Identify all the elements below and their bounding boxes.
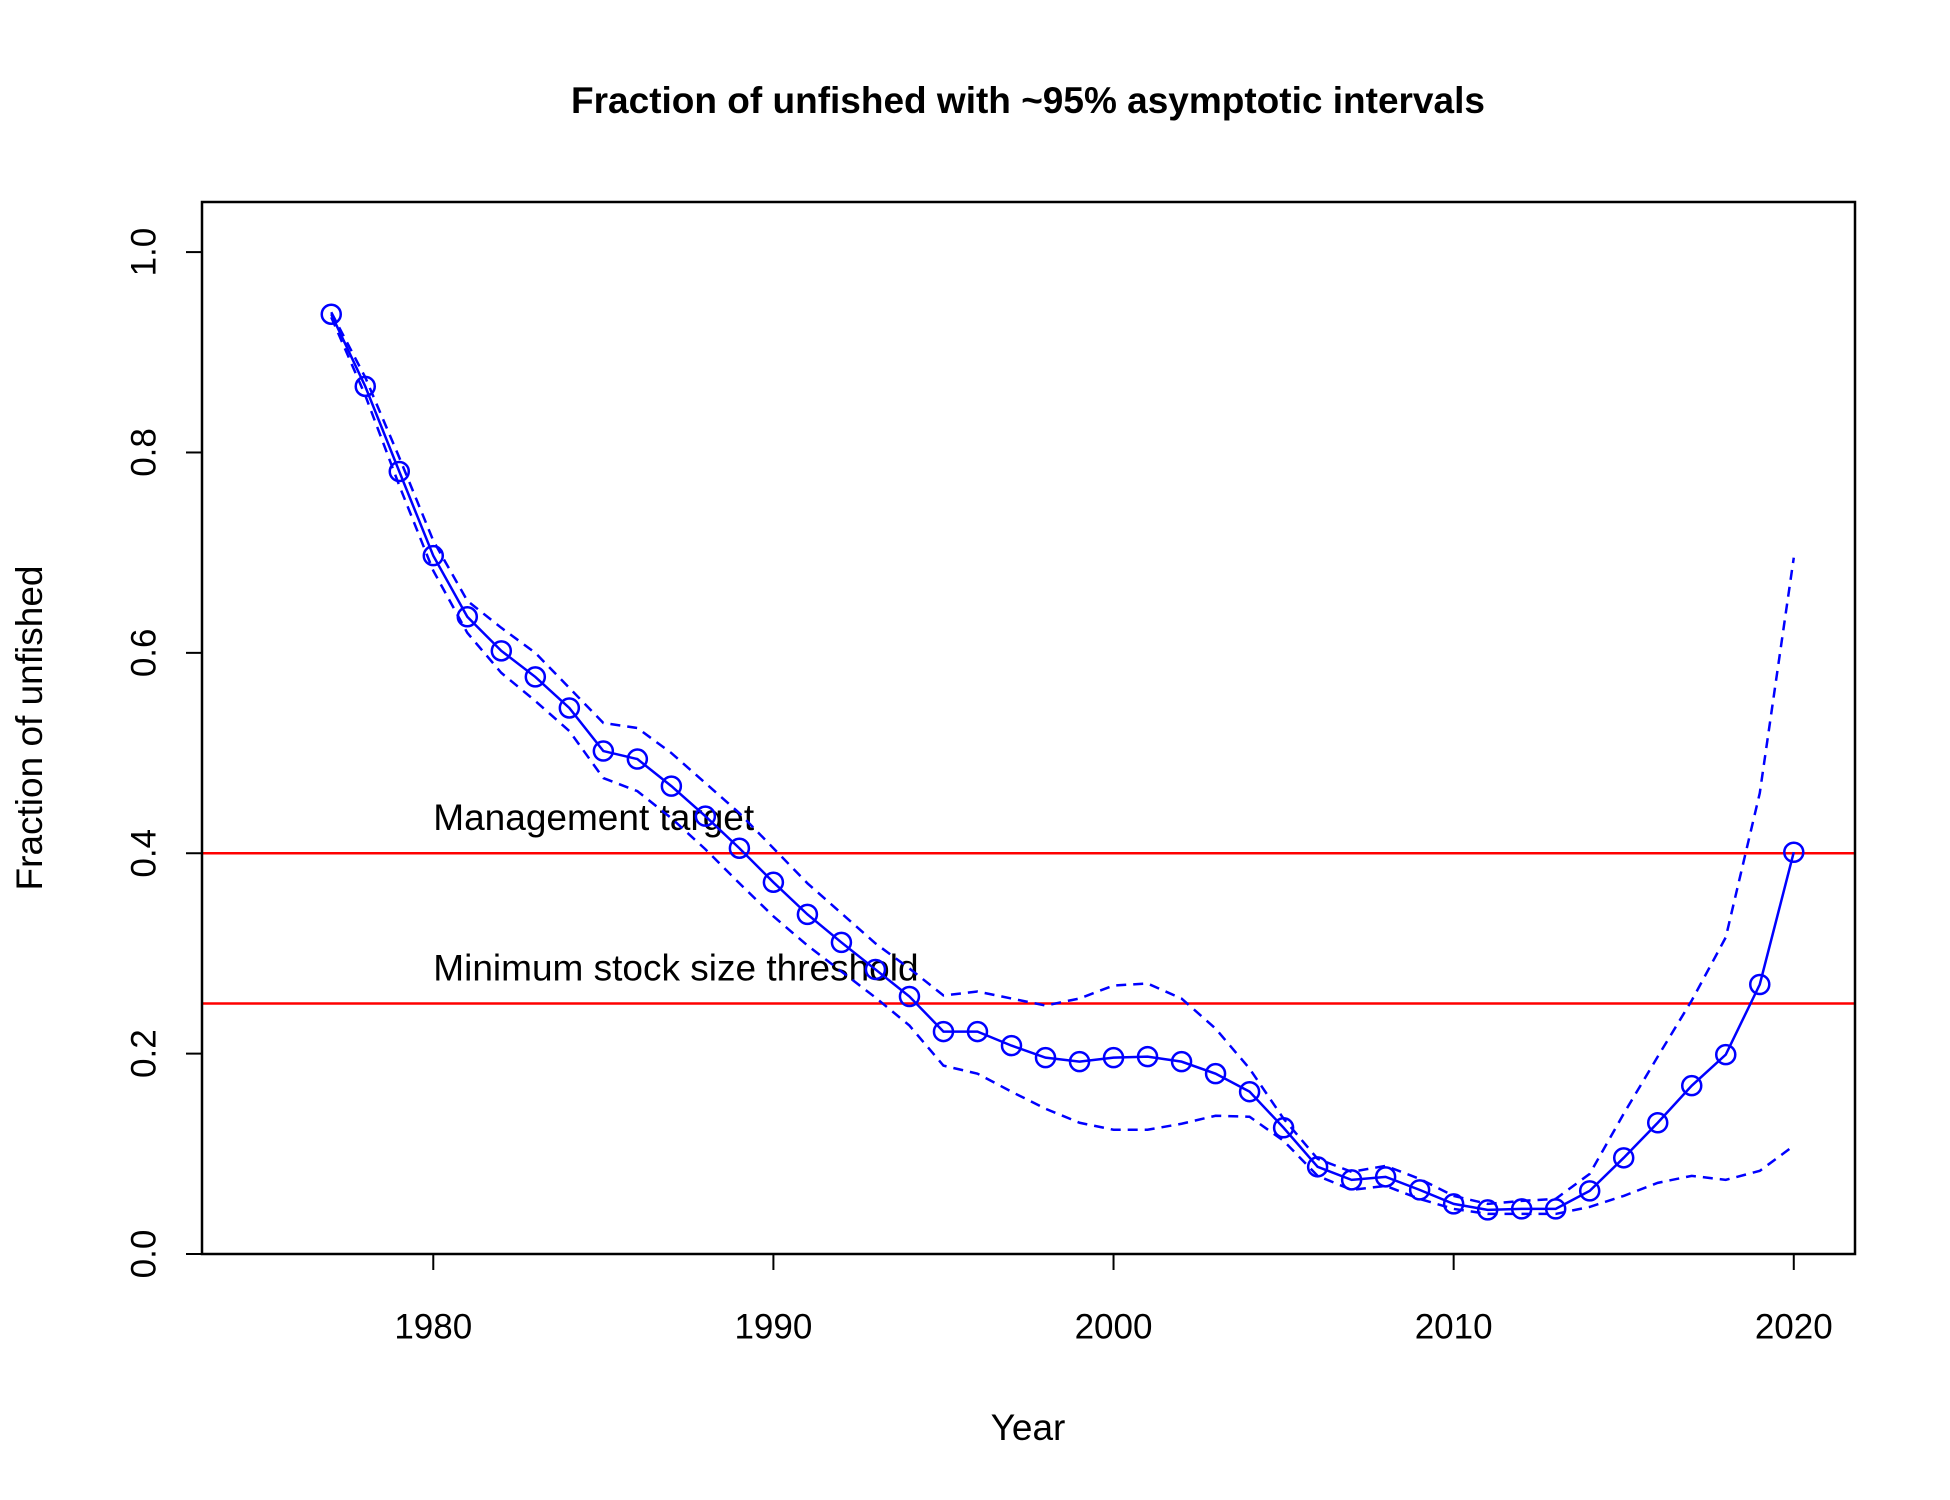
reference-label: Minimum stock size threshold	[433, 947, 918, 988]
point	[830, 931, 853, 954]
y-tick-label: 0.4	[124, 829, 163, 878]
point	[1000, 1034, 1023, 1057]
point	[864, 958, 887, 981]
point	[524, 666, 547, 688]
point	[422, 544, 445, 567]
point	[966, 1020, 989, 1043]
point	[898, 985, 921, 1008]
point	[932, 1020, 955, 1043]
x-tick-label: 1980	[394, 1307, 472, 1346]
point	[1476, 1199, 1499, 1221]
point	[1374, 1166, 1397, 1188]
point	[592, 740, 615, 762]
point	[1715, 1043, 1737, 1066]
point	[1136, 1045, 1159, 1068]
plot-frame	[200, 200, 1857, 1256]
point	[728, 837, 751, 859]
point	[490, 640, 513, 662]
point	[1749, 973, 1771, 996]
x-tick-label: 1990	[734, 1307, 812, 1346]
point	[1034, 1046, 1057, 1069]
point	[1170, 1050, 1193, 1073]
point	[1578, 1180, 1601, 1202]
point	[626, 748, 649, 770]
x-tick-label: 2010	[1415, 1307, 1493, 1346]
point	[762, 871, 785, 894]
point	[1680, 1074, 1703, 1097]
point	[1068, 1050, 1091, 1073]
y-axis-label: Fraction of unfished	[9, 566, 50, 891]
y-tick-label: 0.2	[124, 1029, 163, 1078]
point	[1238, 1080, 1261, 1103]
point	[388, 460, 411, 483]
interval-line	[330, 311, 1796, 1206]
y-tick-label: 1.0	[124, 228, 163, 277]
y-tick-label: 0.0	[124, 1230, 163, 1279]
x-tick-label: 2000	[1075, 1307, 1153, 1346]
point	[1340, 1169, 1363, 1191]
point	[660, 775, 683, 797]
x-tick-label: 2020	[1755, 1307, 1833, 1346]
point	[558, 697, 581, 719]
point	[796, 903, 819, 926]
point	[1102, 1046, 1125, 1069]
point	[1408, 1179, 1431, 1201]
point	[1510, 1198, 1533, 1220]
y-tick-label: 0.6	[124, 629, 163, 678]
y-tick-label: 0.8	[124, 428, 163, 477]
point	[694, 805, 717, 827]
chart-title: Fraction of unfished with ~95% asymptoti…	[571, 80, 1485, 121]
point	[1442, 1193, 1465, 1215]
point	[320, 303, 342, 325]
reference-label: Management target	[433, 797, 755, 838]
point	[1204, 1062, 1227, 1085]
point	[1612, 1147, 1635, 1169]
x-axis-label: Year	[991, 1407, 1066, 1448]
interval-line	[330, 316, 1795, 1216]
point	[1646, 1112, 1669, 1134]
point	[1783, 841, 1805, 863]
